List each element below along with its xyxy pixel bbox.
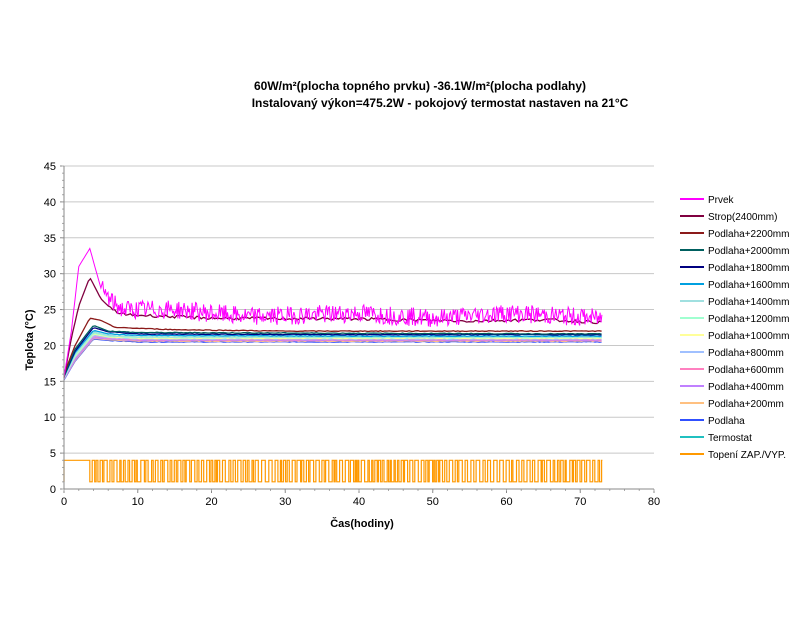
legend-label-podlaha-800mm: Podlaha+800mm (708, 348, 784, 359)
grid-layer (64, 165, 654, 490)
y-tick-label: 5 (50, 448, 56, 460)
legend-label-podlaha-400mm: Podlaha+400mm (708, 382, 784, 393)
legend-label-podlaha-2200mm: Podlaha+2200mm (708, 229, 789, 240)
legend-label-podlaha: Podlaha (708, 416, 745, 427)
y-tick-label: 10 (44, 412, 56, 424)
y-tick-label: 30 (44, 269, 56, 281)
series-podlaha (63, 338, 602, 381)
series-layer (63, 247, 603, 483)
y-tick-label: 20 (44, 340, 56, 352)
legend-label-podlaha-200mm: Podlaha+200mm (708, 399, 784, 410)
series-strop-2400mm- (63, 277, 602, 378)
series-topen-zap-vyp- (63, 459, 603, 483)
legend-label-strop-2400mm-: Strop(2400mm) (708, 212, 777, 223)
legend-label-podlaha-1200mm: Podlaha+1200mm (708, 314, 789, 325)
legend-label-podlaha-600mm: Podlaha+600mm (708, 365, 784, 376)
x-axis-label: Čas(hodiny) (330, 517, 394, 530)
x-tick-label: 10 (132, 496, 144, 508)
legend: Prvek Strop(2400mm) Podlaha+2200mm Podlaha+… (680, 195, 789, 461)
x-tick-label: 30 (279, 496, 291, 508)
y-tick-label: 15 (44, 376, 56, 388)
y-tick-label: 45 (44, 161, 56, 173)
series-podlaha-1800mm (63, 327, 602, 377)
x-tick-label: 80 (648, 496, 660, 508)
series-podlaha-2200mm (63, 317, 602, 375)
legend-label-podlaha-1000mm: Podlaha+1000mm (708, 331, 789, 342)
legend-label-podlaha-2000mm: Podlaha+2000mm (708, 246, 789, 257)
series-prvek (63, 247, 603, 378)
series-podlaha-400mm (63, 337, 602, 380)
x-tick-label: 50 (427, 496, 439, 508)
chart-title: 60W/m²(plocha topného prvku) -36.1W/m²(p… (253, 79, 586, 93)
legend-label-podlaha-1600mm: Podlaha+1600mm (708, 280, 789, 291)
legend-label-termostat: Termostat (708, 433, 752, 444)
legend-label-topen-zap-vyp-: Topení ZAP./VYP. (708, 450, 786, 461)
x-tick-label: 70 (574, 496, 586, 508)
chart-subtitle: Instalovaný výkon=475.2W - pokojový term… (251, 96, 629, 110)
legend-label-prvek: Prvek (708, 195, 735, 206)
y-tick-label: 40 (44, 197, 56, 209)
axis-layer: 0 5 10 15 20 25 30 35 40 45 0 10 20 30 40 50 60 70 80 (44, 161, 660, 508)
legend-label-podlaha-1800mm: Podlaha+1800mm (708, 263, 789, 274)
y-axis-label: Teplota (°C) (24, 309, 36, 370)
series-podlaha-2000mm (63, 325, 602, 376)
x-tick-label: 40 (353, 496, 365, 508)
y-tick-label: 0 (50, 484, 56, 496)
series-podlaha-200mm (63, 337, 602, 380)
x-tick-label: 0 (61, 496, 67, 508)
y-tick-label: 35 (44, 233, 56, 245)
series-podlaha-600mm (63, 335, 602, 379)
x-tick-label: 60 (500, 496, 512, 508)
y-tick-label: 25 (44, 305, 56, 317)
x-tick-label: 20 (205, 496, 217, 508)
series-podlaha-1600mm (63, 330, 602, 378)
legend-label-podlaha-1400mm: Podlaha+1400mm (708, 297, 789, 308)
